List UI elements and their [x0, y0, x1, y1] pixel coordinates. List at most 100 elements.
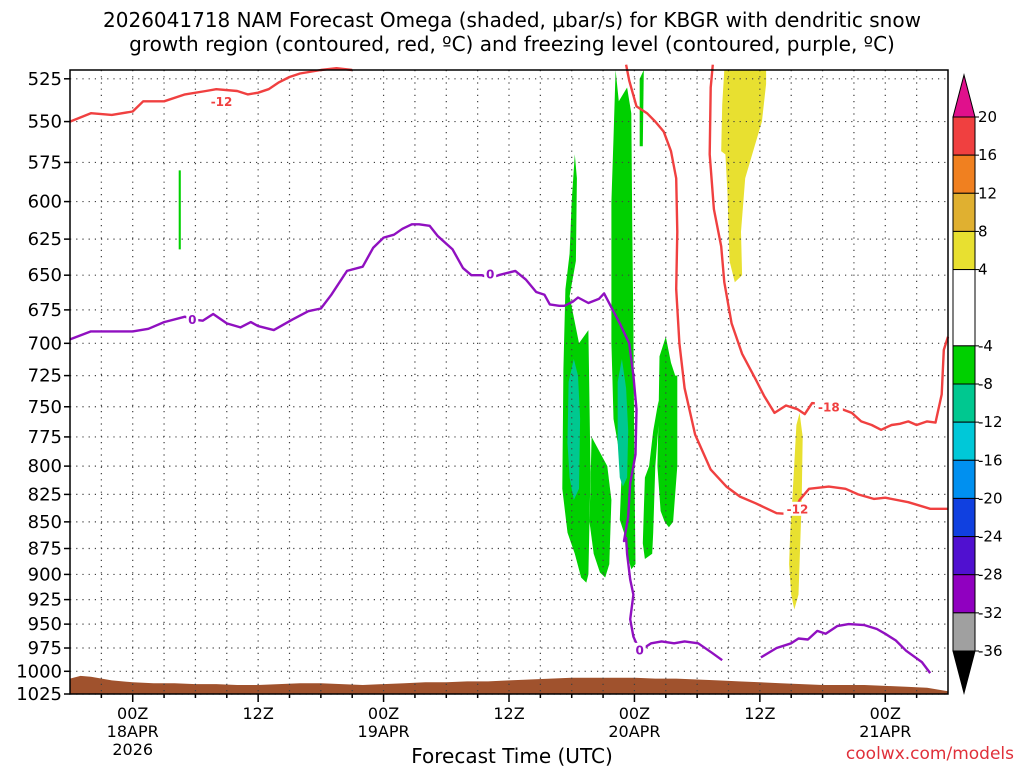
colorbar-tick-label-13: -36 — [978, 642, 1003, 660]
contour-label-1: -18 — [818, 400, 840, 414]
colorbar-band-8 — [952, 459, 976, 499]
contours — [69, 64, 950, 674]
colorbar-tick-label-5: -4 — [978, 337, 993, 355]
y-tick-label-625: 625 — [28, 229, 62, 250]
y-tick-label-875: 875 — [28, 539, 62, 560]
y-tick-label-1000: 1000 — [16, 661, 62, 682]
colorbar-band-9 — [952, 497, 976, 538]
y-tick-label-700: 700 — [28, 333, 62, 354]
x-tick-label-5: 12Z — [744, 704, 775, 723]
colorbar-min-arrow — [952, 650, 976, 695]
chart-title-line-1: 2026041718 NAM Forecast Omega (shaded, μ… — [103, 8, 921, 32]
grid — [70, 70, 948, 695]
y-tick-label-575: 575 — [28, 152, 62, 173]
colorbar-tick-label-7: -12 — [978, 413, 1003, 431]
contour-label-bg-1 — [814, 399, 843, 414]
y-tick-label-675: 675 — [28, 300, 62, 321]
colorbar-band-4 — [952, 269, 976, 347]
colorbar-tick-label-11: -28 — [978, 566, 1003, 584]
colorbar-band-2 — [952, 192, 976, 232]
freezing-contour-0 — [69, 223, 723, 662]
y-tick-label-975: 975 — [28, 638, 62, 659]
y-tick-label-850: 850 — [28, 512, 62, 533]
omega-shading — [178, 70, 803, 610]
colorbar-band-10 — [952, 536, 976, 576]
contour-label-bg-3 — [186, 312, 199, 327]
colorbar-tick-label-4: 4 — [978, 261, 988, 279]
colorbar-band-0 — [952, 116, 976, 156]
contour-label-bg-4 — [484, 266, 497, 281]
omega-region-2 — [589, 436, 612, 578]
contour-label-bg-5 — [633, 642, 646, 657]
dgz-contour-0 — [69, 66, 353, 123]
omega-region-5 — [642, 400, 660, 559]
colorbar-tick-label-1: 16 — [978, 146, 997, 164]
credit-link[interactable]: coolwx.com/models — [845, 744, 1014, 764]
colorbar-tick-label-2: 12 — [978, 184, 997, 202]
x-tick-year-0: 2026 — [112, 740, 153, 759]
contour-label-3: 0 — [188, 313, 196, 327]
omega-region-3 — [611, 70, 636, 570]
contour-label-4: 0 — [486, 267, 494, 281]
colorbar: 20 16 12 8 4 -4 -8 -12 -16 -20 -24 -28 -32 -36 — [952, 73, 1003, 695]
colorbar-tick-label-9: -20 — [978, 489, 1003, 507]
contour-labels: -12 -18 -12 0 0 0 — [186, 94, 843, 657]
colorbar-band-5 — [952, 345, 976, 385]
colorbar-tick-label-3: 8 — [978, 222, 988, 240]
omega-region-1 — [562, 154, 591, 583]
omega-region-9 — [721, 70, 767, 283]
omega-region-8 — [617, 359, 629, 487]
x-tick-label-6: 00Z — [870, 704, 901, 723]
x-tick-date-0: 18APR — [107, 722, 159, 741]
omega-region-4 — [639, 70, 644, 147]
colorbar-band-1 — [952, 154, 976, 194]
colorbar-band-12 — [952, 612, 976, 652]
contour-label-bg-0 — [207, 94, 236, 109]
contour-label-2: -12 — [787, 502, 809, 516]
freezing-contour-1 — [760, 622, 932, 674]
colorbar-tick-label-0: 20 — [978, 108, 997, 126]
y-tick-label-525: 525 — [28, 69, 62, 90]
y-tick-label-750: 750 — [28, 397, 62, 418]
y-tick-label-800: 800 — [28, 456, 62, 477]
omega-region-6 — [657, 336, 678, 528]
x-tick-date-4: 20APR — [608, 722, 660, 741]
colorbar-tick-label-10: -24 — [978, 528, 1003, 546]
contour-label-5: 0 — [635, 643, 643, 657]
axes: 525 550 575 600 625 650 675 700 725 750 775 800 825 8… — [16, 69, 949, 759]
dgz-contour-2 — [708, 64, 950, 431]
x-tick-date-2: 19APR — [358, 722, 410, 741]
contour-label-0: -12 — [211, 95, 233, 109]
x-tick-label-2: 00Z — [368, 704, 399, 723]
colorbar-tick-label-12: -32 — [978, 604, 1003, 622]
x-tick-date-6: 21APR — [859, 722, 911, 741]
plot-frame — [69, 69, 949, 695]
y-tick-label-1025: 1025 — [16, 684, 62, 705]
colorbar-band-7 — [952, 421, 976, 461]
colorbar-max-arrow — [952, 73, 976, 118]
colorbar-tick-label-6: -8 — [978, 375, 993, 393]
x-tick-label-3: 12Z — [493, 704, 524, 723]
y-tick-label-825: 825 — [28, 484, 62, 505]
omega-region-7 — [567, 359, 581, 500]
y-tick-label-775: 775 — [28, 427, 62, 448]
y-tick-label-900: 900 — [28, 564, 62, 585]
chart-title-line-2: growth region (contoured, red, ºC) and f… — [129, 32, 895, 56]
colorbar-tick-label-8: -16 — [978, 451, 1003, 469]
plot-area — [70, 70, 948, 694]
x-axis-label: Forecast Time (UTC) — [411, 744, 613, 768]
contour-label-bg-2 — [783, 501, 812, 516]
x-tick-label-1: 12Z — [242, 704, 273, 723]
y-tick-label-550: 550 — [28, 112, 62, 133]
y-tick-label-600: 600 — [28, 192, 62, 213]
colorbar-band-11 — [952, 574, 976, 614]
y-tick-label-950: 950 — [28, 614, 62, 635]
x-tick-label-4: 00Z — [619, 704, 650, 723]
y-tick-label-725: 725 — [28, 366, 62, 387]
y-tick-label-650: 650 — [28, 265, 62, 286]
dgz-contour-1 — [624, 64, 948, 516]
colorbar-band-3 — [952, 230, 976, 271]
colorbar-band-6 — [952, 383, 976, 423]
omega-region-0 — [178, 170, 181, 250]
